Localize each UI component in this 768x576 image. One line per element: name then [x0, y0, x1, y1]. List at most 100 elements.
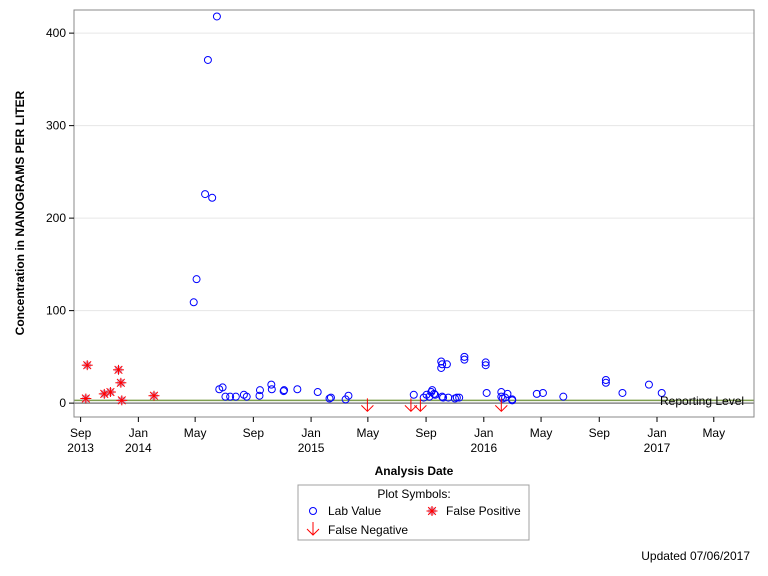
x-tick-label: Jan [474, 426, 493, 440]
x-tick-label: Jan [647, 426, 666, 440]
lab-value-point [437, 363, 446, 372]
lab-value-point [657, 388, 666, 397]
lab-value-point [425, 392, 434, 401]
lab-value-point [644, 380, 653, 389]
lab-value-point [430, 389, 439, 398]
lab-value-point [255, 391, 264, 400]
x-tick-year-label: 2017 [644, 441, 671, 455]
lab-value-point [203, 55, 212, 64]
lab-value-point [267, 380, 276, 389]
lab-value-point [481, 361, 490, 370]
false-negative-point [414, 398, 427, 413]
lab-value-point [242, 392, 251, 401]
y-axis-ticks: 0 100 200 300 400 [46, 26, 74, 410]
x-tick-label: Sep [415, 426, 437, 440]
lab-value-point [293, 385, 302, 394]
false-positive-point [115, 377, 127, 388]
x-tick-year-label: 2014 [125, 441, 152, 455]
lab-value-point [481, 358, 490, 367]
legend-symbol [306, 522, 320, 536]
lab-value-point [559, 392, 568, 401]
lab-value-point [221, 392, 230, 401]
lab-value-point [452, 393, 461, 402]
legend-label: False Negative [328, 523, 408, 537]
x-tick-label: Jan [129, 426, 148, 440]
lab-value-point [212, 12, 221, 21]
legend-item: False Positive [426, 504, 521, 518]
legend-item: False Negative [306, 522, 408, 537]
lab-value-point [538, 388, 547, 397]
lab-value-point [192, 275, 201, 284]
lab-value-point [442, 360, 451, 369]
lab-value-point [438, 360, 447, 369]
lab-value-point [313, 388, 322, 397]
lab-value-point [438, 392, 447, 401]
y-tick-label: 200 [46, 211, 66, 225]
false-negative-point [361, 398, 374, 413]
false-negative-point [404, 398, 418, 413]
x-tick-label: May [702, 426, 725, 440]
reference-lines [74, 399, 754, 404]
x-tick-label: May [357, 426, 380, 440]
x-tick-year-label: 2013 [67, 441, 94, 455]
legend-label: Lab Value [328, 504, 381, 518]
lab-value-point [344, 391, 353, 400]
lab-value-point [503, 389, 512, 398]
false-positive-point [81, 360, 93, 371]
lab-value-point [189, 298, 198, 307]
lab-value-point [455, 393, 464, 402]
false-positive-point [112, 364, 124, 375]
legend-item: Lab Value [309, 504, 381, 518]
data-marks [80, 12, 666, 413]
lab-value-point [409, 390, 418, 399]
false-positive-point [80, 393, 92, 404]
false-positive-point [148, 390, 160, 401]
lab-value-point [226, 392, 235, 401]
legend-symbol [426, 506, 438, 516]
lab-value-point [601, 378, 610, 387]
lab-value-point [439, 393, 448, 402]
legend-label: False Positive [446, 504, 521, 518]
y-tick-label: 300 [46, 119, 66, 133]
x-tick-label: Sep [243, 426, 265, 440]
y-tick-label: 100 [46, 304, 66, 318]
y-tick-label: 400 [46, 26, 66, 40]
lab-value-point [482, 388, 491, 397]
lab-value-point [419, 393, 428, 402]
reporting-level-label: Reporting Level [660, 394, 744, 408]
x-tick-label: May [184, 426, 207, 440]
lab-value-point [201, 190, 210, 199]
x-tick-label: May [530, 426, 553, 440]
x-tick-year-label: 2016 [470, 441, 497, 455]
lab-value-point [255, 386, 264, 395]
lab-value-point [267, 385, 276, 394]
legend-frame [297, 484, 530, 541]
x-tick-label: Sep [589, 426, 611, 440]
lab-value-point [601, 376, 610, 384]
legend: Plot Symbols: Lab Value False Positive Fal… [297, 484, 530, 541]
lab-value-point [618, 388, 627, 397]
lab-value-point [231, 392, 240, 401]
plot-frame [73, 9, 755, 418]
legend-title: Plot Symbols: [377, 487, 450, 501]
lab-value-point [326, 393, 335, 402]
x-tick-label: Sep [70, 426, 92, 440]
y-tick-label: 0 [59, 396, 66, 410]
lab-value-point [208, 193, 217, 202]
lab-value-point [532, 389, 541, 398]
x-axis-title: Analysis Date [375, 464, 454, 478]
y-axis-title: Concentration in NANOGRAMS PER LITER [13, 90, 27, 335]
lab-value-point [218, 383, 227, 392]
false-positive-point [116, 395, 128, 406]
false-negative-point [494, 398, 508, 413]
legend-symbol [309, 507, 317, 515]
footnote: Updated 07/06/2017 [641, 549, 750, 563]
x-tick-year-label: 2015 [298, 441, 325, 455]
lab-value-point [431, 390, 440, 399]
lab-value-point [460, 352, 469, 361]
lab-value-point [325, 394, 334, 403]
lab-value-point [428, 386, 437, 395]
gridlines [74, 32, 754, 404]
